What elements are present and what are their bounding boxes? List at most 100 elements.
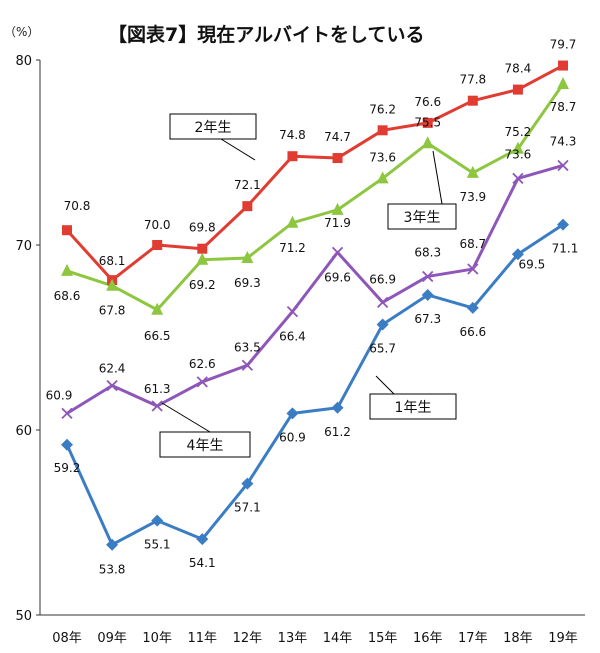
data-point-marker [376, 318, 389, 331]
data-label: 69.6 [324, 270, 351, 284]
data-label: 76.6 [414, 95, 441, 109]
data-label: 74.8 [279, 128, 306, 142]
data-point-marker [512, 84, 523, 95]
data-point-marker [558, 60, 568, 71]
axes: 50 60 70 80 08年 09年 10年 11年 12年 13年 14年 15年 16年 17年 18… [15, 54, 585, 646]
data-point-marker [557, 159, 569, 172]
data-label: 78.7 [550, 100, 577, 114]
data-label: 74.7 [324, 130, 351, 144]
data-label: 69.8 [189, 221, 216, 235]
data-point-marker [196, 533, 209, 546]
data-point-marker [422, 270, 434, 283]
data-label: 68.7 [459, 237, 486, 251]
x-tick-label: 13年 [278, 631, 308, 646]
data-label: 71.1 [552, 242, 579, 256]
data-point-marker [466, 165, 479, 178]
data-label: 70.0 [144, 218, 171, 232]
data-label: 61.3 [144, 382, 171, 396]
x-tick-label: 15年 [368, 631, 398, 646]
data-label: 60.9 [279, 430, 306, 444]
data-label: 66.4 [279, 330, 306, 344]
data-point-marker [332, 153, 343, 164]
series-name-label: 4年生 [187, 438, 224, 454]
data-label: 59.2 [54, 461, 81, 475]
series-line-1 [65, 223, 564, 547]
data-point-marker [287, 151, 298, 162]
data-label: 55.1 [144, 538, 171, 552]
y-axis-unit-label: （%） [4, 25, 39, 39]
data-point-marker [422, 117, 433, 128]
data-label: 69.5 [519, 257, 546, 271]
data-point-marker [557, 77, 569, 90]
data-point-marker [196, 376, 208, 388]
data-label: 54.1 [189, 556, 216, 570]
data-point-marker [152, 240, 163, 250]
y-tick-label: 50 [15, 609, 32, 624]
callout-pointer [375, 375, 395, 395]
series-callouts: 1年生 2年生 3年生 4年生 [159, 113, 457, 458]
data-point-marker [241, 477, 254, 490]
series-line-3 [66, 83, 565, 312]
data-point-marker [557, 218, 569, 231]
data-label: 62.6 [189, 357, 216, 371]
y-tick-label: 80 [15, 54, 32, 69]
data-point-marker [511, 141, 524, 154]
data-label: 74.3 [550, 134, 577, 148]
data-point-marker [62, 225, 72, 236]
data-point-marker [466, 301, 479, 314]
data-point-marker [377, 125, 388, 136]
x-tick-label: 12年 [233, 631, 263, 646]
data-point-marker [512, 172, 524, 185]
data-label: 73.6 [505, 147, 532, 161]
data-point-marker [241, 359, 254, 371]
x-tick-label: 19年 [548, 631, 578, 646]
callout-pointer [432, 150, 443, 205]
series-name-label: 2年生 [195, 120, 232, 136]
data-point-marker [467, 263, 479, 275]
data-point-marker [286, 305, 299, 318]
data-label: 71.2 [279, 241, 306, 255]
data-label: 65.7 [369, 342, 396, 356]
data-point-marker [242, 201, 253, 212]
y-tick-label: 60 [15, 424, 32, 439]
value-labels: 59.2 53.8 55.1 54.1 57.1 60.9 61.2 65.7 67.3 66.6… [46, 38, 579, 577]
series-line-4 [66, 164, 564, 415]
series-name-label: 1年生 [395, 400, 432, 416]
data-point-marker [106, 278, 119, 291]
data-point-marker [151, 400, 163, 412]
data-label: 68.3 [414, 245, 441, 259]
data-label: 69.2 [189, 278, 216, 292]
data-label: 75.5 [414, 115, 441, 129]
data-label: 66.9 [369, 272, 396, 286]
data-point-marker [376, 171, 389, 184]
data-label: 67.8 [99, 304, 126, 318]
data-point-marker [331, 246, 344, 259]
x-tick-label: 11年 [187, 631, 217, 646]
callout-box [159, 431, 251, 458]
data-point-marker [106, 538, 119, 551]
data-point-marker [151, 514, 164, 527]
data-label: 53.8 [99, 563, 126, 577]
callout-box [387, 203, 457, 230]
data-point-marker [61, 438, 73, 451]
x-tick-label: 17年 [458, 631, 488, 646]
data-label: 79.7 [550, 38, 577, 52]
x-tick-label: 10年 [142, 631, 172, 646]
data-label: 73.9 [459, 190, 486, 204]
callout-pointer [161, 402, 211, 433]
x-tick-label: 16年 [413, 631, 443, 646]
data-label: 71.9 [324, 216, 351, 230]
series-name-label: 3年生 [404, 210, 441, 226]
data-label: 73.6 [369, 150, 396, 164]
x-tick-label: 18年 [503, 631, 533, 646]
data-label: 61.2 [324, 425, 351, 439]
data-point-marker [286, 215, 299, 228]
x-tick-label: 08年 [52, 631, 82, 646]
callout-pointer [220, 138, 256, 161]
callout-box [169, 113, 257, 140]
data-point-marker [106, 379, 118, 392]
data-label: 62.4 [99, 362, 126, 376]
data-label: 67.3 [414, 312, 441, 326]
series-line-2 [65, 64, 564, 282]
data-label: 76.2 [369, 102, 396, 116]
